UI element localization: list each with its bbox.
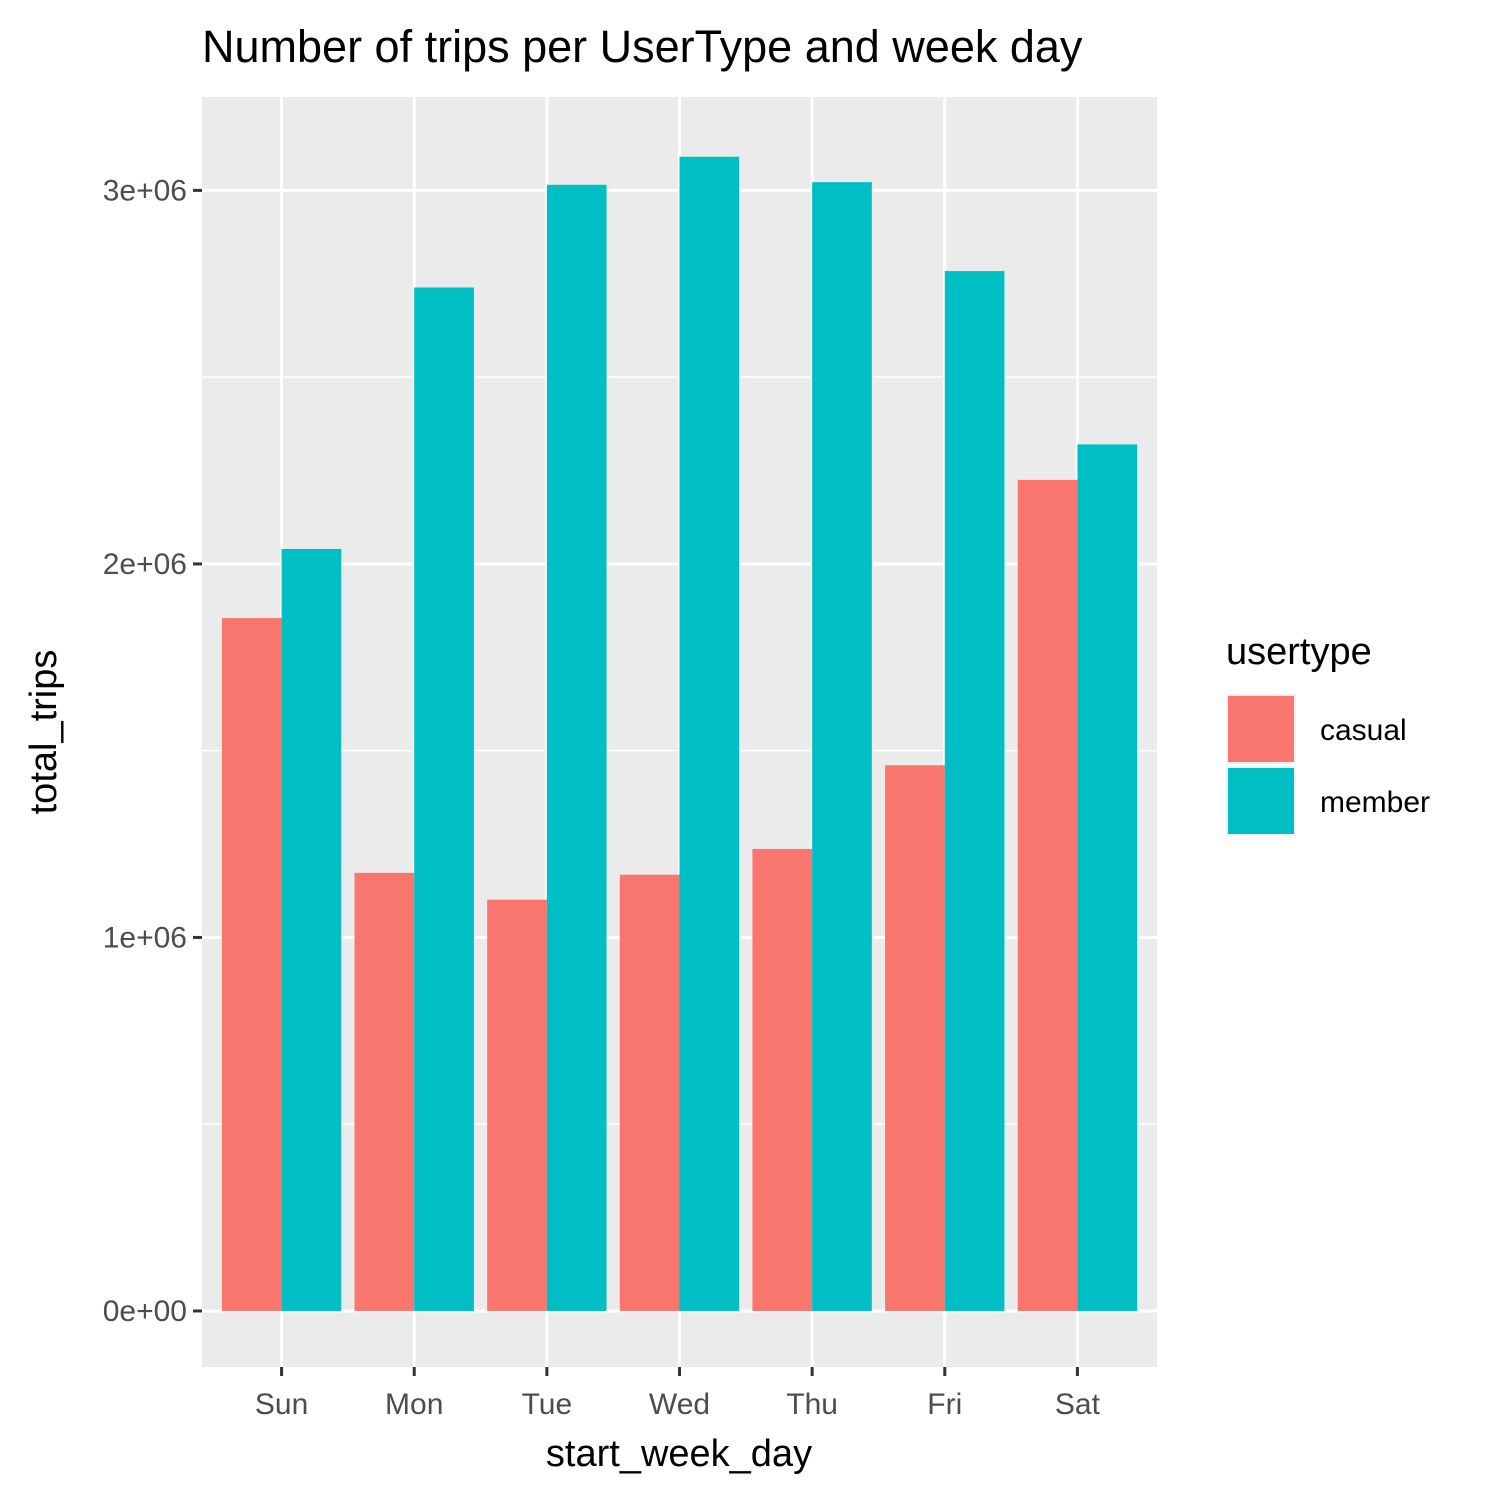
bars — [221, 156, 1138, 1311]
bar-casual-Fri — [885, 765, 945, 1311]
x-tick-label: Wed — [649, 1388, 710, 1421]
x-tick-label: Thu — [786, 1388, 838, 1421]
x-tick-label: Sun — [255, 1388, 308, 1421]
bar-member-Fri — [944, 271, 1005, 1311]
legend-label-casual: casual — [1320, 714, 1407, 747]
bar-casual-Thu — [752, 848, 813, 1311]
y-axis-title: total_trips — [23, 650, 65, 815]
bar-member-Thu — [812, 182, 872, 1311]
legend-label-member: member — [1320, 786, 1430, 819]
bar-casual-Tue — [487, 899, 547, 1311]
x-tick-label: Tue — [522, 1388, 573, 1421]
legend: usertype casual member — [1226, 631, 1430, 836]
x-tick-label: Fri — [927, 1388, 962, 1421]
legend-title: usertype — [1226, 631, 1372, 673]
x-axis-title: start_week_day — [546, 1433, 812, 1475]
y-tick-label: 3e+06 — [103, 174, 187, 207]
bar-member-Mon — [414, 287, 474, 1311]
y-axis: 0e+00 1e+06 2e+06 3e+06 — [103, 174, 202, 1328]
bar-member-Sun — [281, 548, 342, 1311]
bar-casual-Wed — [619, 874, 680, 1311]
bar-member-Tue — [546, 184, 607, 1311]
x-tick-label: Sat — [1055, 1388, 1101, 1421]
x-axis: Sun Mon Tue Wed Thu Fri Sat — [255, 1367, 1101, 1421]
bar-member-Sat — [1077, 444, 1138, 1311]
legend-swatch-casual — [1228, 696, 1294, 762]
y-tick-label: 0e+00 — [103, 1295, 187, 1328]
y-tick-label: 2e+06 — [103, 548, 187, 581]
bar-casual-Sun — [221, 618, 282, 1311]
y-tick-label: 1e+06 — [103, 921, 187, 954]
bar-member-Wed — [679, 156, 740, 1311]
bar-casual-Mon — [354, 872, 415, 1311]
bar-casual-Sat — [1017, 479, 1078, 1311]
legend-swatch-member — [1228, 768, 1294, 834]
x-tick-label: Mon — [385, 1388, 443, 1421]
chart-title: Number of trips per UserType and week da… — [202, 21, 1083, 72]
